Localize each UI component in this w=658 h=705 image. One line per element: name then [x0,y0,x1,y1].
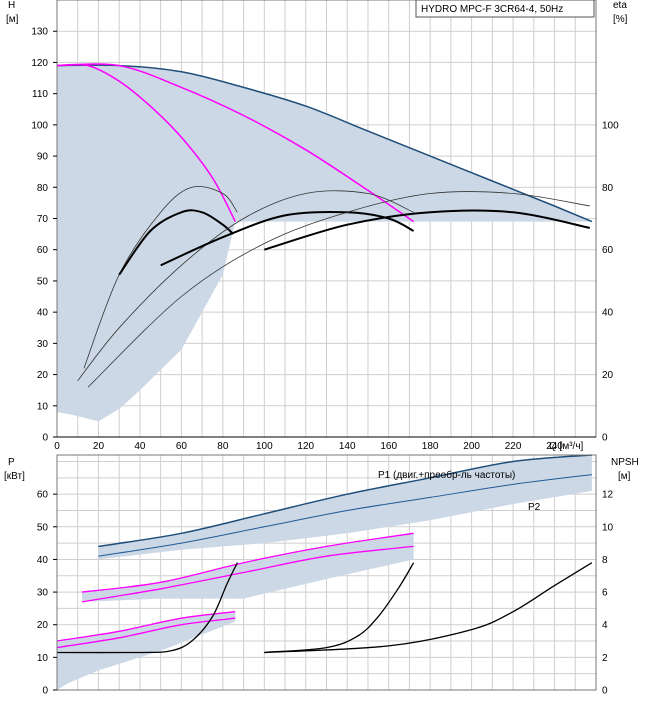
npsh-tick-label-4: 4 [602,620,608,631]
y2-tick-label-0: 0 [602,433,608,444]
x-axis-unit-label: Q [м³/ч] [549,441,584,452]
p-tick-label-40: 40 [37,555,49,566]
y-tick-label-60: 60 [37,245,49,256]
top-series-setpoint-1 [56,63,236,222]
p2-series-label: P2 [528,502,541,513]
x-tick-label-80: 80 [217,441,229,452]
x-tick-label-240: 240 [546,441,563,452]
y-tick-label-50: 50 [37,276,49,287]
top-series-eta_thin-3 [83,185,238,369]
p-tick-label-0: 0 [42,686,48,697]
npsh-axis-title: NPSH [611,457,639,468]
npsh-tick-label-8: 8 [602,555,608,566]
legend-box [415,0,595,18]
y-axis-title: H [8,0,15,11]
y2-axis-title: eta [613,0,627,11]
p-tick-label-60: 60 [37,490,49,501]
y-tick-label-130: 130 [31,27,48,38]
p1-series-label: P1 (двиг.+преобр-ль частоты) [378,469,515,481]
npsh-tick-label-2: 2 [602,653,608,664]
bottom-series-setpoint-3 [81,545,414,603]
bottom-series-npsh-7 [264,562,415,654]
y2-tick-label-60: 60 [602,245,614,256]
x-tick-label-0: 0 [54,441,60,452]
bottom-series-p2_max-1 [98,474,592,557]
y-tick-label-30: 30 [37,339,49,350]
top-series-eta_thick-4 [118,209,234,276]
head-efficiency-panel: 0 10 20 30 40 50 60 70 80 90 100 110 120 130 0 20 40 60 80… [6,0,628,452]
x-tick-label-200: 200 [463,441,480,452]
x-tick-label-20: 20 [93,441,105,452]
x-tick-label-220: 220 [505,441,522,452]
y-tick-label-100: 100 [31,120,48,131]
y-tick-label-120: 120 [31,58,48,69]
npsh-tick-label-10: 10 [602,522,614,533]
power-envelope-2 [57,611,236,690]
top-series-eta_thick-6 [160,210,415,267]
y-tick-label-110: 110 [32,89,48,100]
x-tick-label-120: 120 [297,441,314,452]
npsh-tick-label-6: 6 [602,588,608,599]
npsh-tick-label-0: 0 [602,686,608,697]
p-tick-label-20: 20 [37,620,49,631]
y-tick-label-70: 70 [37,214,49,225]
p-axis-unit: [кВт] [4,471,25,482]
bottom-series-p1_max-0 [98,454,592,548]
y-tick-label-20: 20 [37,370,49,381]
p-tick-label-30: 30 [37,588,49,599]
p-axis-title: P [8,457,15,468]
power-envelope-0 [98,455,592,560]
y-tick-label-10: 10 [37,401,49,412]
power-envelope-1 [81,533,414,602]
top-series-eta_thick-8 [264,209,590,251]
npsh-tick-label-12: 12 [602,490,614,501]
y-tick-label-0: 0 [42,433,48,444]
p-tick-label-50: 50 [37,522,49,533]
y2-tick-label-80: 80 [602,183,614,194]
npsh-axis-unit: [м] [618,471,631,482]
bottom-series-setpoint-2 [81,532,414,593]
top-series-max-0 [56,64,593,223]
x-tick-label-140: 140 [339,441,356,452]
top-series-eta_thin-7 [87,191,590,388]
bottom-series-setpoint-4 [56,611,236,642]
x-tick-label-40: 40 [134,441,146,452]
top-series-eta_thin-5 [77,190,414,382]
top-series-setpoint-2 [56,63,415,223]
y2-axis-unit: [%] [613,14,628,25]
bottom-plot-frame [56,454,597,691]
x-tick-label-160: 160 [380,441,397,452]
y2-tick-label-100: 100 [602,120,619,131]
y-axis-unit: [м] [6,14,19,25]
bottom-series-npsh-6 [56,562,238,654]
x-tick-label-180: 180 [422,441,439,452]
bottom-series-npsh-8 [264,562,593,654]
y-tick-label-40: 40 [37,308,49,319]
power-npsh-panel: 0 10 20 30 40 50 60 0 2 4 6 8 10 12 P [кВт] NPSH [м] P1 (д… [4,454,639,697]
y2-tick-label-40: 40 [602,308,614,319]
x-tick-label-60: 60 [176,441,188,452]
x-tick-label-100: 100 [256,441,273,452]
head-operating-envelope [57,65,592,422]
y-tick-label-80: 80 [37,183,49,194]
y-tick-label-90: 90 [37,152,49,163]
bottom-series-setpoint-5 [56,617,236,649]
y2-tick-label-20: 20 [602,370,614,381]
p-tick-label-10: 10 [37,653,49,664]
legend-label: HYDRO MPC-F 3CR64-4, 50Hz [421,4,563,15]
